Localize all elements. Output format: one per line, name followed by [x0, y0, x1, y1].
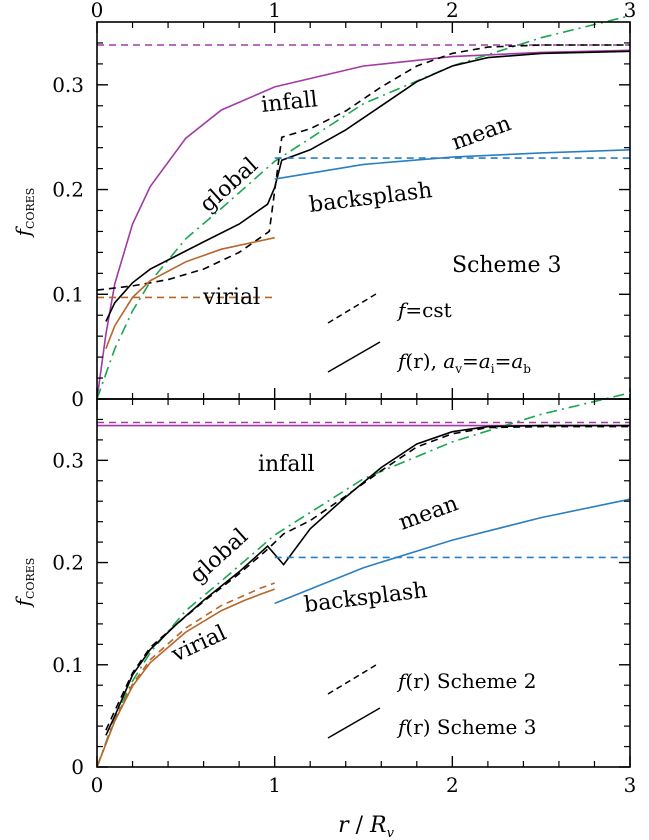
y-tick-label: 0.1	[52, 282, 84, 306]
legend-part: =	[462, 349, 479, 373]
series-infall-solid	[96, 49, 631, 400]
annotation-backsplash: backsplash	[308, 178, 434, 218]
x-tick-label: 2	[446, 773, 459, 797]
y-tick-label: 0.2	[52, 178, 84, 202]
x-tick-label-top: 0	[91, 0, 104, 22]
y-axis-label-top: fCORES	[11, 188, 37, 239]
annotation-mean: mean	[449, 111, 515, 155]
legend-part: (r),	[405, 349, 443, 373]
legend-part: v	[454, 362, 462, 376]
legend-part: a	[479, 349, 491, 373]
legend-part: a	[443, 349, 455, 373]
legend-rest: (r) Scheme 2	[405, 669, 536, 693]
series-global-dashdot	[96, 392, 631, 768]
top-panel: 0 0.1 0.2 0.3 0 1 2 3 infall global mean backsplash…	[52, 0, 636, 411]
legend-dashed-label: f(r) Scheme 2	[396, 669, 536, 693]
annotation-scheme: Scheme 3	[452, 253, 561, 278]
y-tick-label: 0	[71, 755, 84, 779]
x-tick-label-top: 2	[446, 0, 459, 22]
annotation-infall: infall	[260, 87, 319, 118]
annotation-virial: virial	[167, 621, 230, 668]
series-virial-solid	[105, 236, 275, 349]
y-tick-label: 0.2	[52, 551, 84, 575]
x-axis-label-R: R	[369, 813, 387, 838]
legend-dashed-swatch	[327, 293, 377, 324]
legend-solid-label: f(r) Scheme 3	[396, 715, 536, 739]
legend-rest: (r) Scheme 3	[405, 715, 536, 739]
x-tick-label: 0	[91, 773, 104, 797]
series-backsplash-solid	[274, 498, 631, 605]
series-virial-dashed	[96, 582, 275, 768]
x-tick-label-top: 1	[268, 0, 281, 22]
legend-part: b	[523, 362, 531, 376]
y-axis-label-bottom: fCORES	[11, 558, 37, 609]
bottom-panel: 00.10.20.30 1 2 3infallglobalmeanbacksplash…	[52, 392, 637, 797]
legend-part: a	[511, 349, 523, 373]
x-tick-label: 3	[624, 773, 637, 797]
series-mean-solid	[105, 424, 630, 736]
legend-dashed-label: f=cst	[396, 298, 452, 322]
legend-solid-swatch	[327, 707, 381, 739]
annotation-virial: virial	[202, 285, 260, 310]
annotation-global: global	[185, 524, 253, 588]
series-mean-dashed	[105, 425, 630, 731]
x-axis-label: r / Rv	[338, 813, 395, 840]
y-tick-label: 0.3	[52, 73, 84, 97]
annotation-mean: mean	[396, 491, 462, 535]
y-axis-label-sub: CORES	[24, 558, 37, 599]
y-tick-label: 0	[71, 387, 84, 411]
annotation-infall: infall	[258, 452, 315, 477]
legend-dashed-swatch	[327, 664, 377, 695]
y-axis-label-sub: CORES	[24, 188, 37, 229]
x-axis-label-sub: v	[387, 826, 395, 840]
series-global-dashdot	[96, 14, 631, 400]
plot-frame	[96, 398, 631, 768]
series-mean-dashed	[96, 44, 630, 291]
annotation-global: global	[195, 153, 263, 217]
x-tick-label-top: 3	[624, 0, 637, 22]
series-mean-solid	[105, 50, 631, 322]
x-axis-label-r: r	[338, 813, 350, 838]
legend-solid-swatch	[327, 341, 381, 373]
y-tick-label: 0.1	[52, 653, 84, 677]
x-tick-label: 1	[268, 773, 281, 797]
x-axis-label-sep: /	[349, 813, 370, 838]
legend-solid-label: f(r), av=ai=ab	[396, 349, 531, 376]
legend-part: i	[491, 362, 495, 376]
y-tick-label: 0.3	[52, 448, 84, 472]
series-backsplash-solid	[274, 149, 631, 180]
legend-rest: =cst	[405, 298, 451, 322]
legend-part: =	[495, 349, 512, 373]
